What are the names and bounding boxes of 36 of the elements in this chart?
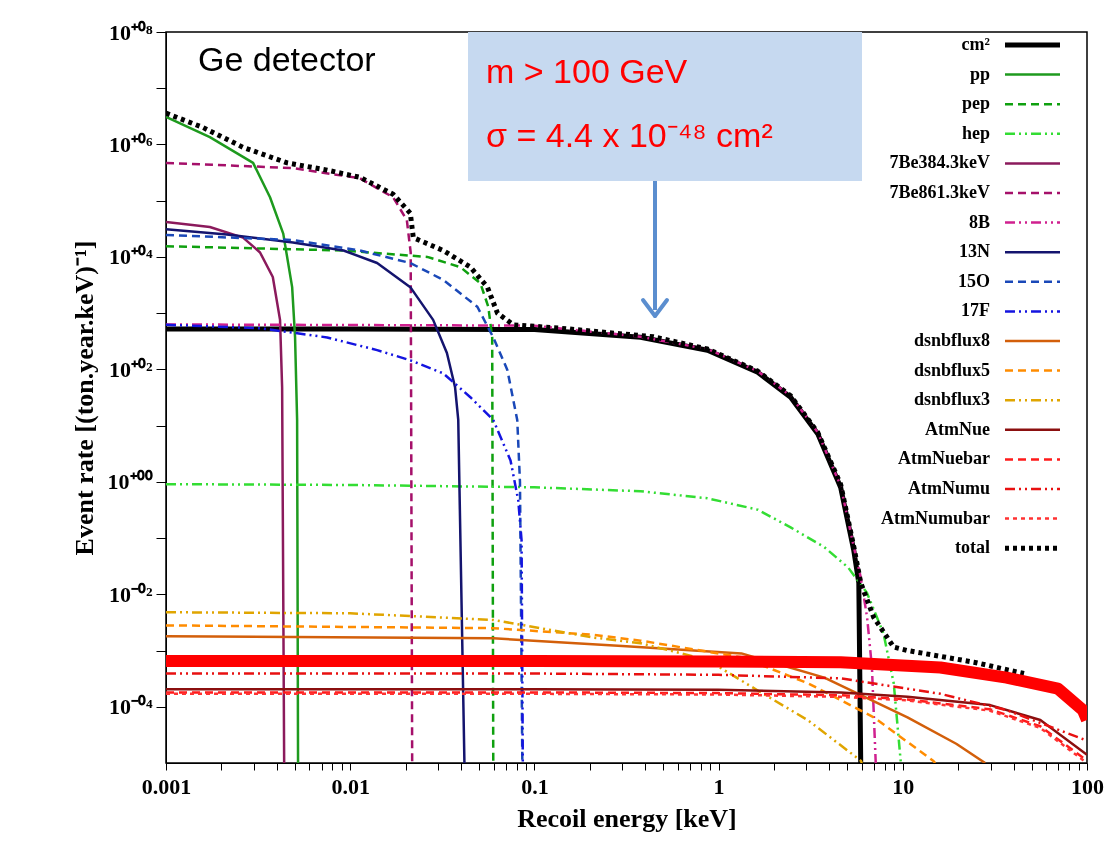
legend-label: AtmNue [925,418,990,439]
y-tick-label: 10⁺⁰⁶ [108,131,153,157]
y-tick-label: 10⁺⁰⁰ [107,469,153,495]
legend-label: total [955,537,990,558]
legend-label: AtmNumubar [880,507,990,528]
y-tick-label: 10⁺⁰⁴ [108,244,153,270]
legend-label: 17F [961,300,990,321]
legend-label: dsnbflux5 [913,359,990,380]
y-axis-title: Event rate [(ton.year.keV)⁻¹] [69,240,99,556]
x-tick-label: 100 [1071,773,1104,799]
legend-label: 7Be384.3keV [889,152,990,173]
legend-label: 13N [959,241,990,262]
annotation: m > 100 GeV [486,52,688,90]
legend-label: pp [969,63,990,84]
x-tick-label: 0.1 [521,773,549,799]
x-tick-label: 10 [892,773,915,799]
annotation: σ = 4.4 x 10⁻⁴⁸ cm² [486,116,773,154]
x-tick-label: 0.001 [141,773,192,799]
y-tick-label: 10⁺⁰² [108,356,153,382]
legend-label: dsnbflux3 [913,389,990,410]
legend-label: dsnbflux8 [913,330,990,350]
x-tick-label: 0.01 [331,773,370,799]
legend-label: 15O [957,270,990,291]
x-tick-label: 1 [713,773,725,799]
x-axis-title: Recoil energy [keV] [517,803,737,833]
legend-label: 8B [968,211,990,232]
annotation: Ge detector [198,40,376,78]
y-tick-label: 10⁺⁰⁸ [108,19,153,45]
legend-label: hep [961,122,990,143]
legend-label: 7Be861.3keV [889,182,990,202]
legend-label: cm² [961,34,990,54]
legend-label: AtmNumu [907,478,990,498]
y-tick-label: 10⁻⁰⁴ [108,694,153,720]
legend-label: pep [961,93,990,114]
legend-label: AtmNuebar [898,448,990,469]
y-tick-label: 10⁻⁰² [108,581,153,607]
